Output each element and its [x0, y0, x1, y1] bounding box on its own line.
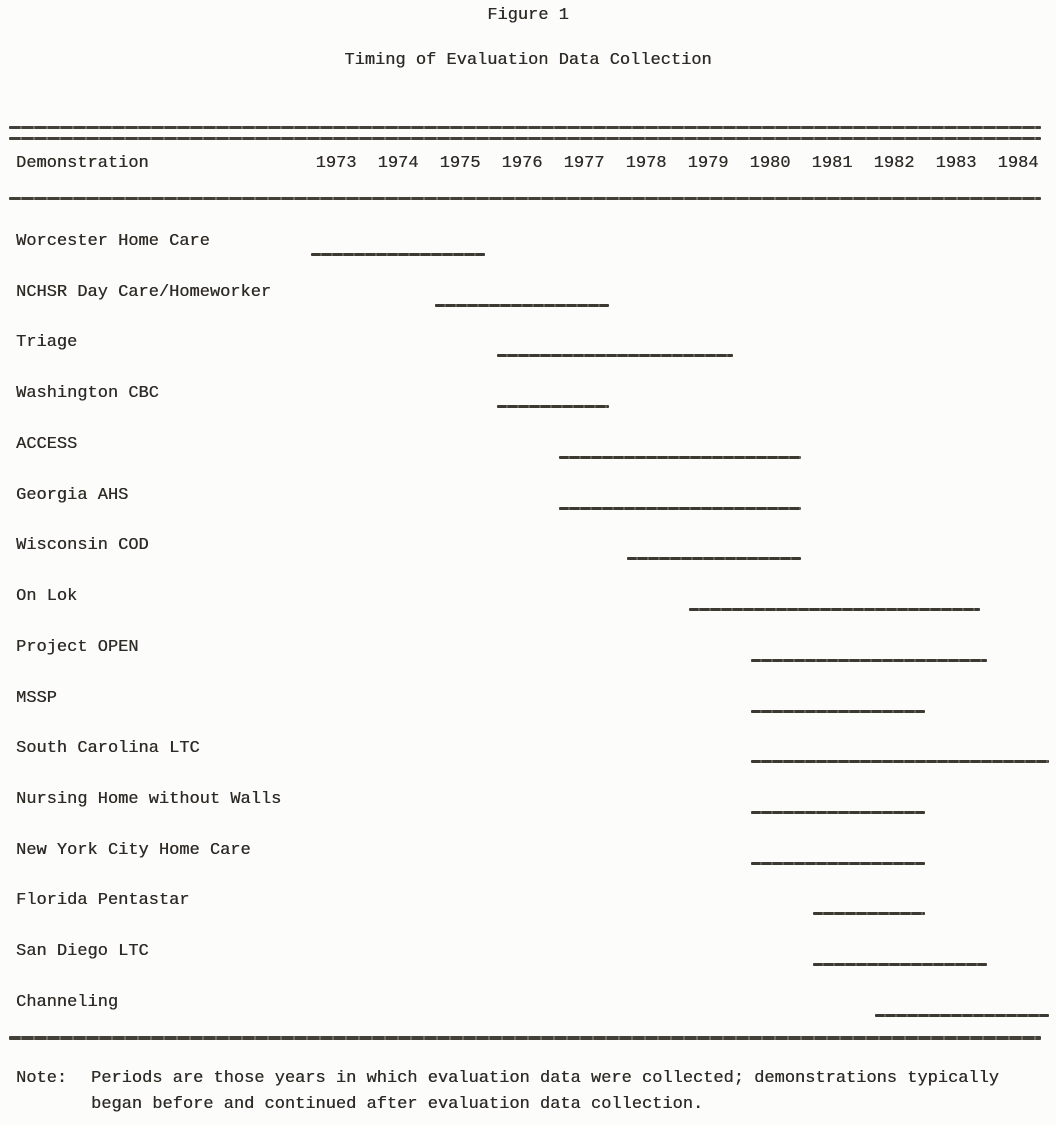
- figure-note: Note: Periods are those years in which e…: [16, 1066, 1026, 1118]
- figure-title: Timing of Evaluation Data Collection: [344, 51, 712, 70]
- demonstration-label: NCHSR Day Care/Homeworker: [16, 283, 272, 302]
- demonstration-column-header: Demonstration: [16, 154, 149, 173]
- demonstration-label: Florida Pentastar: [16, 891, 190, 910]
- data-collection-period-bar: [311, 253, 485, 256]
- demonstration-label: New York City Home Care: [16, 841, 251, 860]
- note-label: Note:: [16, 1069, 68, 1088]
- demonstration-label: On Lok: [16, 587, 78, 606]
- data-collection-period-bar: [813, 912, 925, 915]
- data-collection-period-bar: [751, 862, 925, 865]
- data-collection-period-bar: [813, 963, 987, 966]
- year-header-1979: 1979: [687, 154, 729, 173]
- figure-number: Figure 1: [487, 6, 569, 25]
- data-collection-period-bar: [497, 405, 609, 408]
- year-header-1974: 1974: [377, 154, 419, 173]
- year-header-1978: 1978: [625, 154, 667, 173]
- year-header-1973: 1973: [315, 154, 357, 173]
- data-collection-period-bar: [751, 760, 1049, 763]
- demonstration-label: Worcester Home Care: [16, 232, 210, 251]
- top-double-rule-line-2: [9, 137, 1041, 140]
- data-collection-period-bar: [875, 1014, 1049, 1017]
- demonstration-label: ACCESS: [16, 435, 78, 454]
- year-header-1981: 1981: [811, 154, 853, 173]
- data-collection-period-bar: [751, 811, 925, 814]
- demonstration-label: South Carolina LTC: [16, 739, 200, 758]
- data-collection-period-bar: [559, 507, 801, 510]
- table-bottom-rule: [9, 1036, 1041, 1040]
- year-header-1982: 1982: [873, 154, 915, 173]
- data-collection-period-bar: [751, 659, 987, 662]
- year-header-1983: 1983: [935, 154, 977, 173]
- demonstration-label: Georgia AHS: [16, 486, 129, 505]
- demonstration-label: Channeling: [16, 993, 119, 1012]
- data-collection-period-bar: [497, 354, 733, 357]
- year-header-1977: 1977: [563, 154, 605, 173]
- data-collection-period-bar: [751, 710, 925, 713]
- demonstration-label: Triage: [16, 333, 78, 352]
- demonstration-label: Nursing Home without Walls: [16, 790, 282, 809]
- year-header-1980: 1980: [749, 154, 791, 173]
- data-collection-period-bar: [689, 608, 980, 611]
- data-collection-period-bar: [559, 456, 801, 459]
- data-collection-period-bar: [627, 557, 801, 560]
- year-header-1975: 1975: [439, 154, 481, 173]
- demonstration-label: San Diego LTC: [16, 942, 149, 961]
- demonstration-label: MSSP: [16, 689, 57, 708]
- top-double-rule-line-1: [9, 126, 1041, 129]
- year-header-1984: 1984: [997, 154, 1039, 173]
- demonstration-label: Wisconsin COD: [16, 536, 149, 555]
- year-header-1976: 1976: [501, 154, 543, 173]
- data-collection-period-bar: [435, 304, 609, 307]
- header-bottom-rule: [9, 197, 1041, 200]
- demonstration-label: Project OPEN: [16, 638, 139, 657]
- demonstration-label: Washington CBC: [16, 384, 159, 403]
- note-text: Periods are those years in which evaluat…: [91, 1069, 999, 1114]
